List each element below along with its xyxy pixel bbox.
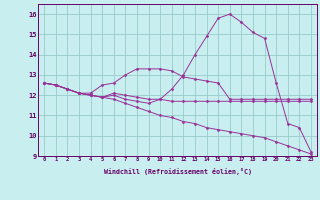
X-axis label: Windchill (Refroidissement éolien,°C): Windchill (Refroidissement éolien,°C) <box>104 168 252 175</box>
